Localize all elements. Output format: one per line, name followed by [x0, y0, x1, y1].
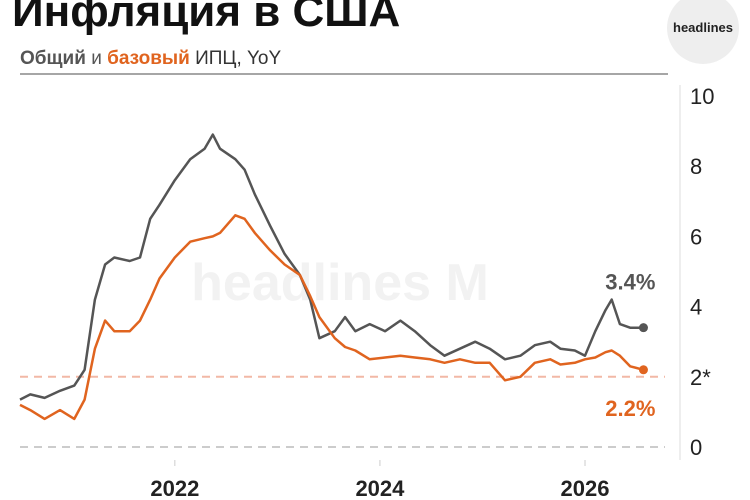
y-tick-label: 0	[690, 435, 702, 460]
value-label: 2.2%	[605, 396, 655, 421]
subtitle-series: Общий	[20, 48, 86, 69]
value-label: 3.4%	[605, 270, 655, 295]
watermark: headlines M	[191, 254, 489, 312]
y-tick-label: 4	[690, 295, 702, 320]
subtitle-text: и	[91, 48, 102, 69]
y-tick-label: 10	[690, 84, 714, 109]
chart-title: Инфляция в США	[12, 0, 400, 36]
x-tick-label: 2024	[355, 476, 405, 500]
series-line	[19, 133, 644, 401]
x-tick-label: 2026	[561, 476, 610, 500]
y-tick-label: 2*	[690, 365, 711, 390]
logo: headlines	[673, 20, 733, 35]
series-line	[19, 214, 644, 421]
subtitle-text: ИПЦ, YoY	[195, 48, 281, 69]
x-tick-label: 2022	[150, 476, 199, 500]
subtitle-series: базовый	[107, 48, 190, 69]
y-tick-label: 6	[690, 224, 702, 249]
end-point	[638, 323, 648, 333]
chart-subtitle: Общий и базовый ИПЦ, YoY	[20, 48, 281, 69]
y-tick-label: 8	[690, 154, 702, 179]
end-point	[638, 365, 648, 375]
logo-badge	[667, 0, 739, 64]
